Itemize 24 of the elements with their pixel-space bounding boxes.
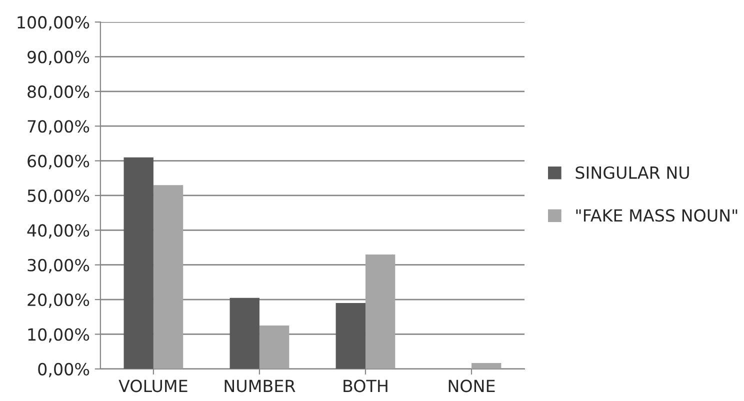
bar [124,157,154,369]
y-tick-label: 20,00% [28,294,90,308]
y-tick-label: 0,00% [38,362,90,378]
y-tick-label: 50,00% [28,189,90,204]
y-tick-label: 70,00% [28,120,90,134]
bar [230,298,260,369]
bar [259,326,290,369]
legend-label: SINGULAR NU [576,166,689,179]
x-tick-label: NUMBER [224,380,296,392]
bar [336,303,366,369]
x-tick-label: NONE [448,380,495,392]
y-tick-label: 10,00% [28,328,90,343]
bar [153,185,184,369]
y-tick-label: 40,00% [27,224,90,238]
bar [365,254,396,369]
y-tick-label: 90,00% [28,50,90,66]
x-tick-label: VOLUME [118,380,188,392]
bar [472,363,502,369]
legend-label: "FAKE MASS NOUN" [576,209,738,222]
y-tick-label: 30,00% [28,258,90,274]
y-tick-label: 100,00% [18,16,90,30]
y-tick-label: 60,00% [28,154,90,170]
x-tick-label: BOTH [344,380,388,392]
y-tick-label: 80,00% [28,85,90,100]
